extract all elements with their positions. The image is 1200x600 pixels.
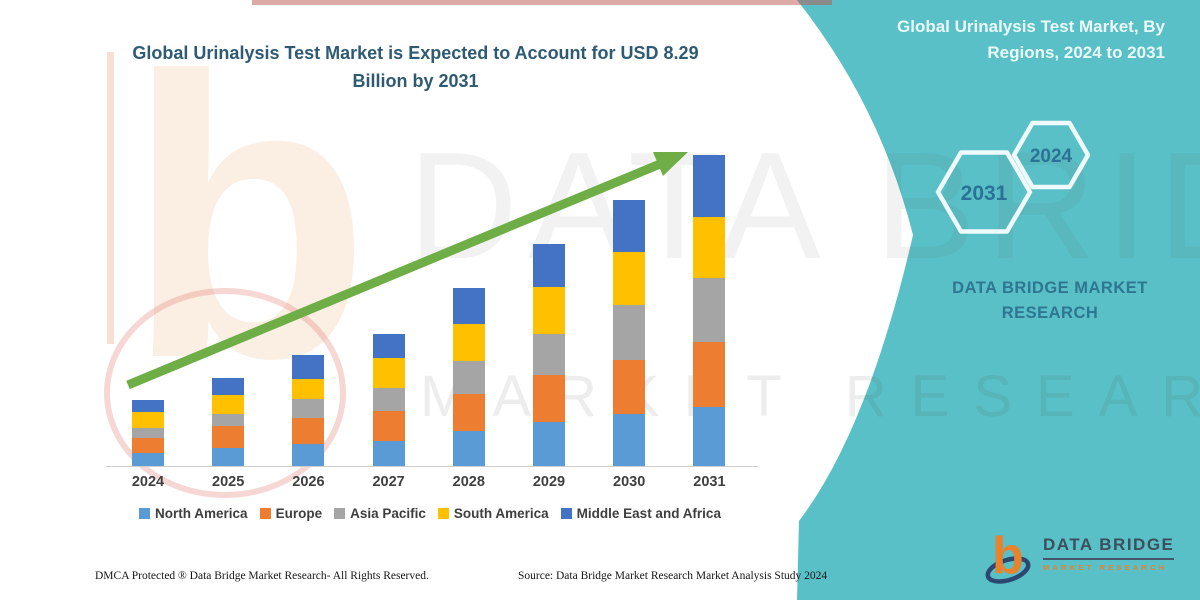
stacked-bar-2031 [693,154,726,466]
segment-north-america [292,443,325,466]
segment-europe [452,393,485,432]
stacked-bar-2029 [533,243,565,466]
teal-panel-shape [797,0,1200,600]
segment-south-america [452,323,485,361]
segment-europe [372,411,405,442]
legend-swatch [139,508,151,519]
segment-asia-pacific [533,334,565,376]
segment-asia-pacific [372,388,405,412]
segment-europe [292,417,325,444]
dmca-notice: DMCA Protected ® Data Bridge Market Rese… [95,570,429,582]
segment-north-america [212,447,245,466]
segment-south-america [372,358,405,389]
segment-north-america [613,413,646,466]
segment-asia-pacific [452,360,485,394]
segment-north-america [452,431,485,466]
segment-north-america [693,407,726,466]
legend-item-europe: Europe [259,506,323,521]
segment-south-america [693,216,726,279]
legend-label: North America [155,506,248,521]
chart-title: Global Urinalysis Test Market is Expecte… [132,43,699,91]
legend-label: Europe [275,506,323,521]
logo-swoosh [985,556,1031,584]
legend-swatch [437,508,449,519]
legend-item-north-america: North America [139,506,248,521]
segment-middle-east-and-africa [212,377,245,395]
segment-asia-pacific [132,427,164,438]
segment-south-america [132,411,164,428]
x-axis-label-2030: 2030 [613,474,646,490]
logo-name: DATA BRIDGE [1043,535,1175,560]
legend-item-asia-pacific: Asia Pacific [334,506,426,521]
legend-label: Middle East and Africa [576,506,721,521]
logo-tagline: MARKET RESEARCH [1043,563,1168,572]
segment-europe [613,359,646,414]
legend-label: Asia Pacific [350,506,426,521]
logo-text: DATA BRIDGE MARKET RESEARCH [1043,527,1175,572]
segment-europe [132,437,164,453]
stacked-bar-2025 [212,377,245,466]
x-axis-line [106,466,758,467]
segment-south-america [292,378,325,399]
x-axis-label-2029: 2029 [532,474,566,490]
trend-arrow-head [653,152,688,176]
segment-europe [693,342,726,408]
segment-middle-east-and-africa [292,354,325,379]
segment-middle-east-and-africa [693,154,726,217]
segment-middle-east-and-africa [132,399,164,412]
segment-middle-east-and-africa [613,199,646,253]
logo-b-icon: b [985,527,1031,585]
logo-b-glyph: b [992,527,1024,585]
x-axis-label-2031: 2031 [693,474,726,490]
legend-swatch [334,508,346,519]
x-axis-label-2028: 2028 [452,474,485,490]
legend-item-middle-east-and-africa: Middle East and Africa [560,506,721,521]
data-bridge-logo: b DATA BRIDGE MARKET RESEARCH [985,527,1175,585]
segment-middle-east-and-africa [372,333,405,359]
legend-swatch [560,508,572,519]
stacked-bar-2028 [452,287,485,466]
segment-south-america [212,394,245,414]
segment-north-america [533,422,565,466]
segment-asia-pacific [693,278,726,343]
segment-south-america [533,287,565,335]
legend-label: South America [453,506,549,521]
x-axis-label-2026: 2026 [292,474,325,490]
segment-middle-east-and-africa [452,287,485,324]
x-axis-label-2027: 2027 [372,474,405,490]
segment-asia-pacific [212,413,245,426]
x-axis-label-2025: 2025 [212,474,245,490]
stacked-bar-2024 [132,399,164,466]
x-axis-label-2024: 2024 [131,474,165,490]
segment-middle-east-and-africa [533,243,565,288]
chart-legend: North America Europe Asia Pacific South Ame… [85,506,775,521]
stacked-bar-2026 [292,354,325,466]
segment-north-america [372,441,405,466]
segment-south-america [613,252,646,305]
segment-asia-pacific [292,398,325,418]
segment-europe [533,375,565,423]
stacked-bar-2030 [613,199,646,466]
source-note: Source: Data Bridge Market Research Mark… [518,570,828,582]
segment-north-america [132,452,164,466]
legend-item-south-america: South America [437,506,549,521]
stacked-bar-2027 [372,333,405,466]
segment-asia-pacific [613,304,646,360]
legend-swatch [259,508,271,519]
segment-europe [212,425,245,448]
